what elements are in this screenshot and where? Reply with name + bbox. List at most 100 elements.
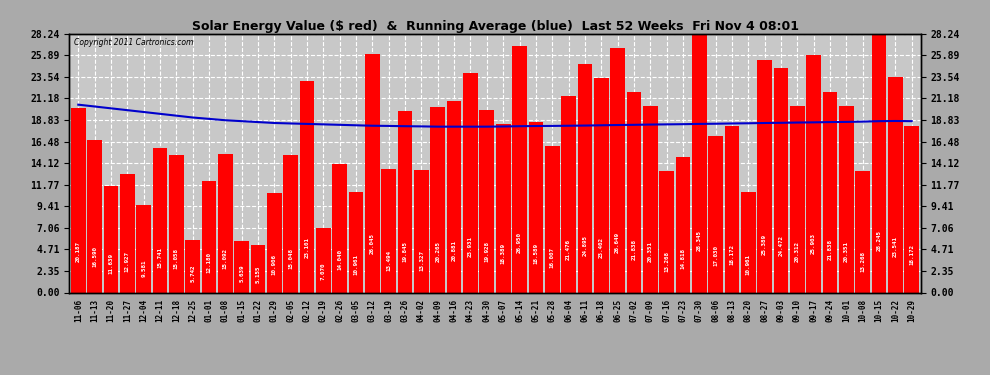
Text: 5.155: 5.155	[255, 265, 260, 283]
Text: 23.541: 23.541	[893, 236, 898, 257]
Text: 13.494: 13.494	[386, 250, 391, 271]
Bar	[120, 174, 135, 292]
Bar	[267, 193, 282, 292]
Bar	[104, 186, 119, 292]
Bar	[365, 54, 380, 292]
Bar	[577, 64, 592, 292]
Text: 14.040: 14.040	[338, 249, 343, 270]
Text: 5.742: 5.742	[190, 264, 195, 282]
Text: 24.472: 24.472	[778, 235, 783, 256]
Text: 18.589: 18.589	[534, 243, 539, 264]
Text: 15.092: 15.092	[223, 248, 228, 269]
Bar	[87, 141, 102, 292]
Text: 26.950: 26.950	[517, 232, 522, 253]
Text: 5.639: 5.639	[240, 264, 245, 282]
Bar	[152, 148, 167, 292]
Text: 15.048: 15.048	[288, 248, 293, 269]
Bar	[71, 108, 86, 292]
Text: 26.045: 26.045	[370, 233, 375, 254]
Text: 28.345: 28.345	[697, 230, 702, 251]
Bar	[398, 111, 413, 292]
Text: 18.172: 18.172	[730, 244, 735, 265]
Text: 10.906: 10.906	[272, 254, 277, 275]
Text: 23.402: 23.402	[599, 237, 604, 258]
Text: 25.389: 25.389	[762, 234, 767, 255]
Text: 14.818: 14.818	[680, 248, 685, 269]
Text: 20.187: 20.187	[76, 241, 81, 262]
Bar	[675, 157, 690, 292]
Bar	[185, 240, 200, 292]
Bar	[855, 171, 870, 292]
Bar	[218, 154, 233, 292]
Bar	[790, 106, 805, 292]
Bar	[561, 96, 576, 292]
Bar	[594, 78, 609, 292]
Text: 18.389: 18.389	[501, 243, 506, 264]
Bar	[137, 205, 151, 292]
Bar	[316, 228, 331, 292]
Bar	[496, 124, 511, 292]
Text: 23.931: 23.931	[468, 236, 473, 257]
Bar	[283, 154, 298, 292]
Text: 26.649: 26.649	[615, 232, 620, 253]
Text: 12.180: 12.180	[207, 252, 212, 273]
Text: 13.327: 13.327	[419, 251, 424, 272]
Bar	[381, 169, 396, 292]
Text: Copyright 2011 Cartronics.com: Copyright 2011 Cartronics.com	[73, 38, 193, 46]
Bar	[250, 245, 265, 292]
Text: 10.961: 10.961	[745, 254, 750, 274]
Text: 20.265: 20.265	[436, 241, 441, 262]
Bar	[806, 55, 821, 292]
Bar	[823, 92, 838, 292]
Bar	[479, 110, 494, 292]
Text: 13.268: 13.268	[664, 251, 669, 272]
Text: 16.590: 16.590	[92, 246, 97, 267]
Text: 21.476: 21.476	[566, 239, 571, 260]
Text: 7.070: 7.070	[321, 262, 326, 280]
Text: 10.961: 10.961	[353, 254, 358, 274]
Bar	[888, 77, 903, 292]
Text: 15.058: 15.058	[174, 248, 179, 269]
Bar	[512, 46, 527, 292]
Bar	[544, 146, 559, 292]
Text: 20.312: 20.312	[795, 241, 800, 262]
Title: Solar Energy Value ($ red)  &  Running Average (blue)  Last 52 Weeks  Fri Nov 4 : Solar Energy Value ($ red) & Running Ave…	[191, 20, 799, 33]
Bar	[348, 192, 363, 292]
Bar	[643, 106, 657, 292]
Text: 9.581: 9.581	[142, 259, 147, 277]
Bar	[627, 92, 642, 292]
Bar	[708, 136, 723, 292]
Bar	[463, 73, 478, 292]
Bar	[757, 60, 772, 292]
Bar	[659, 171, 674, 292]
Text: 25.903: 25.903	[811, 233, 816, 254]
Bar	[431, 107, 446, 292]
Text: 20.351: 20.351	[647, 241, 652, 262]
Bar	[610, 48, 625, 292]
Text: 20.881: 20.881	[451, 240, 456, 261]
Text: 23.101: 23.101	[305, 237, 310, 258]
Text: 20.351: 20.351	[843, 241, 848, 262]
Text: 21.838: 21.838	[632, 239, 637, 260]
Text: 28.245: 28.245	[876, 230, 881, 251]
Text: 17.030: 17.030	[713, 245, 718, 266]
Text: 16.007: 16.007	[549, 247, 554, 268]
Bar	[773, 68, 788, 292]
Bar	[446, 101, 461, 292]
Text: 19.845: 19.845	[403, 242, 408, 262]
Bar	[692, 33, 707, 292]
Text: 15.741: 15.741	[157, 247, 162, 268]
Bar	[202, 181, 217, 292]
Bar	[235, 241, 249, 292]
Bar	[414, 170, 429, 292]
Text: 18.172: 18.172	[909, 244, 914, 265]
Bar	[169, 154, 184, 292]
Text: 24.895: 24.895	[582, 234, 587, 255]
Bar	[333, 164, 347, 292]
Bar	[839, 106, 853, 292]
Text: 13.268: 13.268	[860, 251, 865, 272]
Bar	[741, 192, 755, 292]
Bar	[529, 122, 544, 292]
Bar	[300, 81, 315, 292]
Text: 11.639: 11.639	[109, 253, 114, 274]
